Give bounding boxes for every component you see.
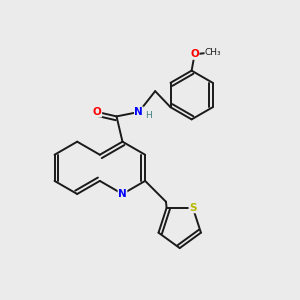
Text: H: H — [145, 111, 152, 120]
Text: S: S — [189, 203, 196, 213]
Text: N: N — [118, 189, 127, 199]
Text: O: O — [93, 107, 102, 117]
Text: N: N — [134, 107, 143, 117]
Text: CH₃: CH₃ — [205, 48, 222, 57]
Text: O: O — [190, 49, 199, 59]
